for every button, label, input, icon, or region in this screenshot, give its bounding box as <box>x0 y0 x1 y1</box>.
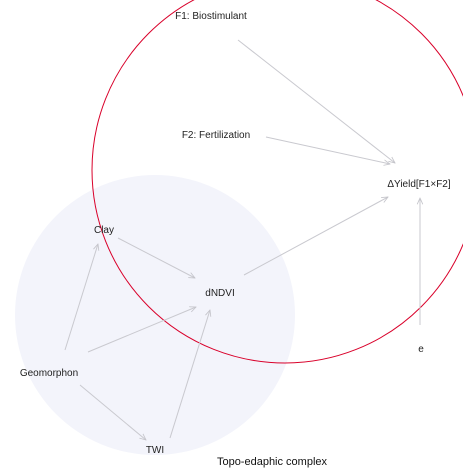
topo-edaphic-complex-label: Topo-edaphic complex <box>217 456 328 468</box>
topo-edaphic-region <box>15 175 295 455</box>
node-f2-fertilization: F2: Fertilization <box>182 130 250 141</box>
edge-geomorphon-to-twi <box>79 384 146 440</box>
node-dndvi: dNDVI <box>205 288 234 299</box>
node-twi: TWI <box>146 445 164 456</box>
node-geomorphon: Geomorphon <box>20 368 78 379</box>
edge-twi-to-dndvi <box>169 310 210 439</box>
node-delta-yield: ΔYield[F1×F2] <box>387 179 451 190</box>
edge-geomorphon-to-clay <box>64 244 98 351</box>
edge-clay-to-dndvi <box>117 237 195 278</box>
node-f1-biostimulant: F1: Biostimulant <box>175 11 247 22</box>
edges <box>64 39 420 440</box>
node-e: e <box>418 344 424 355</box>
edge-dndvi-to-dyield <box>243 197 388 276</box>
edge-geomorphon-to-dndvi <box>87 307 196 353</box>
edge-f1-to-dyield <box>237 39 395 163</box>
edge-f2-to-dyield <box>265 136 390 164</box>
treatment-region-circle <box>91 0 463 364</box>
node-clay: Clay <box>94 225 114 236</box>
